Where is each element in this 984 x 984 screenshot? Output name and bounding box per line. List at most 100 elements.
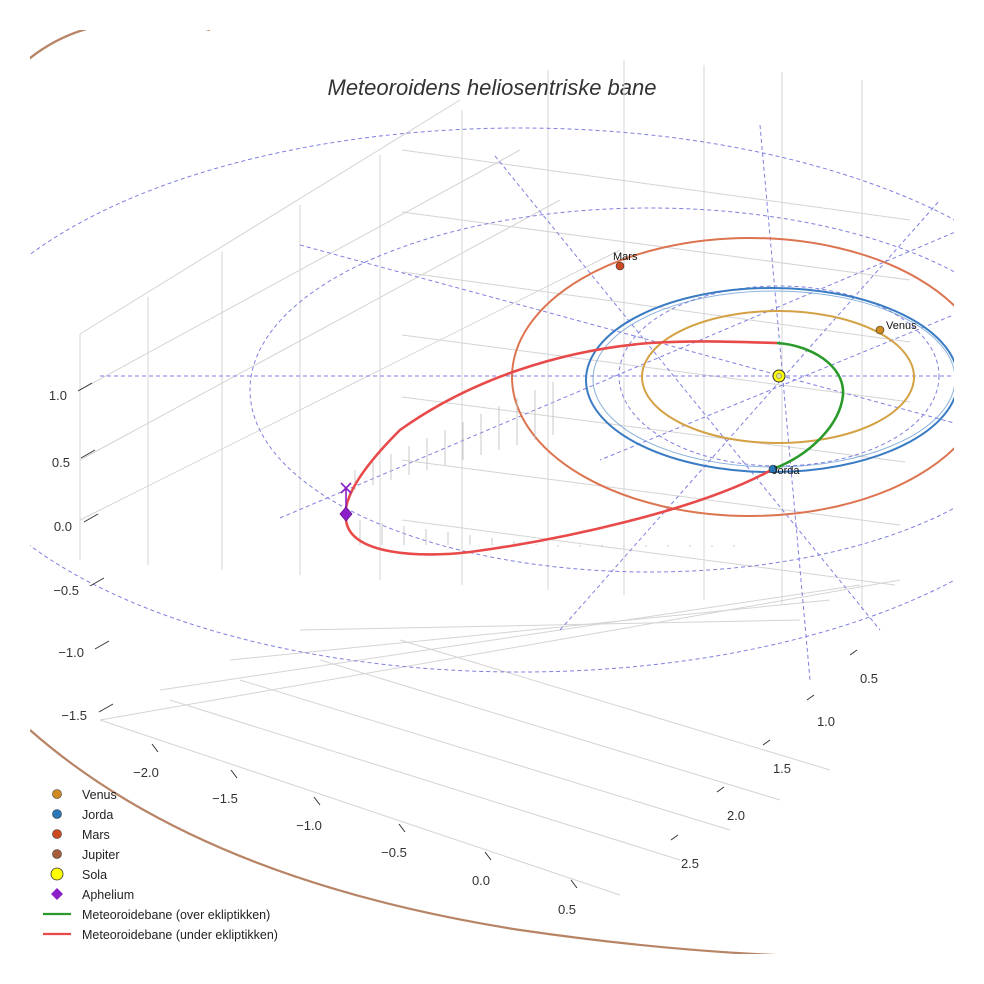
- y-tick-label: 1.0: [817, 714, 835, 729]
- orbit-jorda-trail: [592, 290, 954, 468]
- z-tick-mark: [89, 577, 105, 587]
- y-tick-label: 2.5: [681, 856, 699, 871]
- venus-label: Venus: [886, 320, 917, 332]
- tick-marks: [77, 382, 858, 889]
- sun-core-marker: [776, 373, 782, 379]
- side-pane-grid-line: [401, 459, 901, 526]
- floor-pane-grid-line: [169, 699, 681, 861]
- floor-pane-grid-line: [319, 659, 781, 801]
- legend-entry-jupiter: Jupiter: [52, 848, 120, 862]
- legend-marker-mars: [52, 829, 62, 839]
- z-tick-mark: [80, 449, 96, 459]
- z-tick-label: 1.0: [49, 388, 67, 403]
- x-tick-label: 0.5: [558, 902, 576, 917]
- z-tick-mark: [98, 703, 114, 713]
- y-tick-label: 2.0: [727, 808, 745, 823]
- polar-grid-spoke: [299, 244, 954, 424]
- z-tick-label: 0.5: [52, 455, 70, 470]
- legend-marker-aphelium: [51, 888, 63, 900]
- legend-marker-jupiter: [52, 849, 62, 859]
- orbit-jupiter: [30, 30, 778, 954]
- x-tick-mark: [570, 879, 578, 889]
- z-tick-mark: [83, 513, 99, 523]
- venus-marker: [875, 325, 885, 335]
- legend-label-aphelium: Aphelium: [82, 888, 134, 902]
- legend-entry-meteoroid-under: Meteoroidebane (under ekliptikken): [43, 928, 278, 942]
- legend-entry-venus: Venus: [52, 788, 117, 802]
- legend-marker-venus: [52, 789, 62, 799]
- z-tick-label: −1.5: [61, 708, 87, 723]
- x-tick-mark: [313, 796, 321, 806]
- legend: Venus Jorda Mars Jupiter Sola Aphelium M…: [43, 788, 278, 942]
- legend-label-mars: Mars: [82, 828, 110, 842]
- x-tick-mark: [484, 851, 492, 861]
- floor-pane-grid-line: [399, 639, 831, 771]
- back-pane-grid-line: [79, 199, 561, 461]
- floor-pane-grid-line: [239, 679, 731, 831]
- floor-pane-grid-line: [229, 599, 831, 661]
- floor-pane-grid-line: [159, 584, 861, 691]
- x-tick-mark: [398, 823, 406, 833]
- z-tick-label: −1.0: [58, 645, 84, 660]
- side-pane-grid-line: [401, 519, 896, 586]
- x-tick-mark: [151, 743, 159, 753]
- x-tick-label: −1.5: [212, 791, 238, 806]
- ecliptic-polar-grid: [30, 124, 954, 681]
- aphelion-projection-marker: [340, 482, 352, 494]
- y-tick-mark: [716, 786, 725, 793]
- legend-entry-aphelium: Aphelium: [51, 888, 134, 902]
- polar-grid-spoke: [759, 124, 811, 681]
- floor-pane-grid-line: [299, 619, 801, 631]
- floor-pane-grid-line: [99, 579, 901, 721]
- z-axis-tick-labels: 1.0 0.5 0.0 −0.5 −1.0 −1.5: [49, 388, 87, 723]
- z-tick-label: −0.5: [53, 583, 79, 598]
- legend-label-jupiter: Jupiter: [82, 848, 120, 862]
- x-tick-label: −2.0: [133, 765, 159, 780]
- y-tick-label: 1.5: [773, 761, 791, 776]
- x-tick-label: −0.5: [381, 845, 407, 860]
- z-tick-label: 0.0: [54, 519, 72, 534]
- floor-pane-grid-line: [99, 719, 621, 896]
- side-pane-grid-line: [401, 334, 911, 403]
- jorda-marker: [768, 464, 778, 474]
- legend-entry-meteoroid-over: Meteoroidebane (over ekliptikken): [43, 908, 270, 922]
- legend-label-venus: Venus: [82, 788, 117, 802]
- y-tick-mark: [849, 649, 858, 656]
- legend-label-jorda: Jorda: [82, 808, 113, 822]
- legend-label-meteoroid-under: Meteoroidebane (under ekliptikken): [82, 928, 278, 942]
- x-tick-label: −1.0: [296, 818, 322, 833]
- polar-grid-spoke: [599, 314, 954, 461]
- side-pane-grid-line: [401, 396, 906, 463]
- axis-pane-back: [79, 60, 863, 610]
- z-tick-mark: [94, 640, 110, 650]
- aphelion-marker: [339, 506, 353, 522]
- polar-grid-spoke: [559, 199, 941, 631]
- polar-grid-ring: [249, 207, 954, 573]
- meteoroid-orbit-below-ecliptic: [344, 340, 778, 556]
- legend-marker-jorda: [52, 809, 62, 819]
- polar-grid-spoke: [494, 155, 881, 631]
- y-tick-mark: [806, 694, 815, 701]
- back-pane-grid-line: [79, 99, 461, 335]
- back-pane-grid-line: [79, 149, 521, 391]
- orbit-mars: [510, 237, 954, 517]
- legend-entry-sola: Sola: [50, 867, 107, 882]
- side-pane-grid-line: [401, 211, 911, 281]
- chart-title: Meteoroidens heliosentriske bane: [328, 75, 657, 100]
- y-tick-mark: [670, 834, 679, 841]
- legend-label-sola: Sola: [82, 868, 107, 882]
- legend-entry-jorda: Jorda: [52, 808, 113, 822]
- meteoroid-orbit-above-ecliptic: [772, 341, 845, 471]
- z-tick-mark: [77, 382, 93, 392]
- drop-lines: [354, 382, 735, 547]
- y-axis-tick-labels: 0.5 1.0 1.5 2.0 2.5: [681, 671, 878, 871]
- x-tick-mark: [230, 769, 238, 779]
- y-tick-label: 0.5: [860, 671, 878, 686]
- orbit-jorda: [584, 287, 954, 473]
- jorda-label: Jorda: [772, 465, 800, 477]
- legend-marker-sola: [50, 867, 64, 881]
- side-pane-grid-line: [401, 149, 911, 221]
- mars-label: Mars: [613, 251, 638, 263]
- x-axis-tick-labels: −2.0 −1.5 −1.0 −0.5 0.0 0.5: [133, 765, 576, 917]
